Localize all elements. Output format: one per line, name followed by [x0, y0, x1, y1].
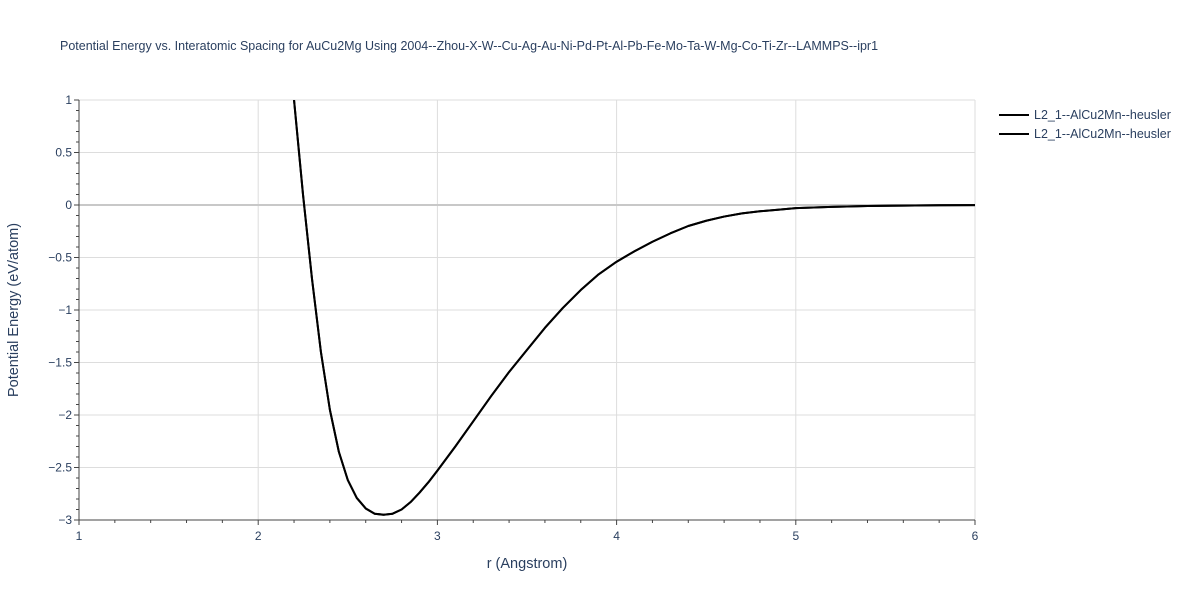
y-tick-label: −3: [58, 513, 72, 527]
y-axis-title: Potential Energy (eV/atom): [6, 223, 22, 397]
x-tick-label: 3: [434, 529, 441, 543]
legend: L2_1--AlCu2Mn--heusler L2_1--AlCu2Mn--heu…: [999, 108, 1171, 141]
series-layer: [293, 100, 975, 516]
x-tick-label: 5: [792, 529, 799, 543]
x-tick-label: 1: [76, 529, 83, 543]
legend-label: L2_1--AlCu2Mn--heusler: [1034, 127, 1171, 141]
x-tick-label: 6: [972, 529, 979, 543]
y-tick-label: 0: [65, 198, 72, 212]
x-tick-label: 4: [613, 529, 620, 543]
series-line-2: [293, 100, 975, 516]
y-tick-label: −0.5: [48, 251, 72, 265]
y-tick-label: 1: [65, 93, 72, 107]
chart-title: Potential Energy vs. Interatomic Spacing…: [60, 39, 878, 53]
grid: [79, 99, 976, 520]
y-tick-label: −2.5: [48, 461, 72, 475]
legend-label: L2_1--AlCu2Mn--heusler: [1034, 108, 1171, 122]
x-tick-label: 2: [255, 529, 262, 543]
y-tick-label: 0.5: [55, 146, 72, 160]
axes: 1 2 3 4 5 6 1 0.5 0 −0.5 −1 −1.5 −2 −2.5 −3: [48, 93, 978, 543]
y-tick-label: −2: [58, 408, 72, 422]
y-tick-label: −1: [58, 303, 72, 317]
series-line-1: [293, 100, 975, 516]
x-axis-title: r (Angstrom): [487, 556, 568, 572]
y-tick-label: −1.5: [48, 356, 72, 370]
